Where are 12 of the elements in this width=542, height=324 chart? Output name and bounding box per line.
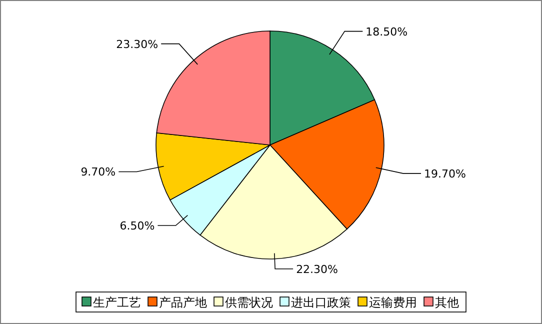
data-label: 18.50% xyxy=(366,25,408,38)
data-label: 19.70% xyxy=(424,167,466,180)
data-label: 6.50% xyxy=(120,220,155,233)
legend-label: 运输费用 xyxy=(369,296,417,310)
legend-label: 产品产地 xyxy=(159,296,207,310)
legend-label: 供需状况 xyxy=(225,296,273,310)
data-label: 22.30% xyxy=(296,262,338,276)
data-label: 23.30% xyxy=(116,38,158,51)
legend-label: 进出口政策 xyxy=(291,296,351,310)
legend-label: 其他 xyxy=(435,296,459,310)
legend-label: 生产工艺 xyxy=(93,296,141,310)
data-label: 9.70% xyxy=(80,166,116,179)
